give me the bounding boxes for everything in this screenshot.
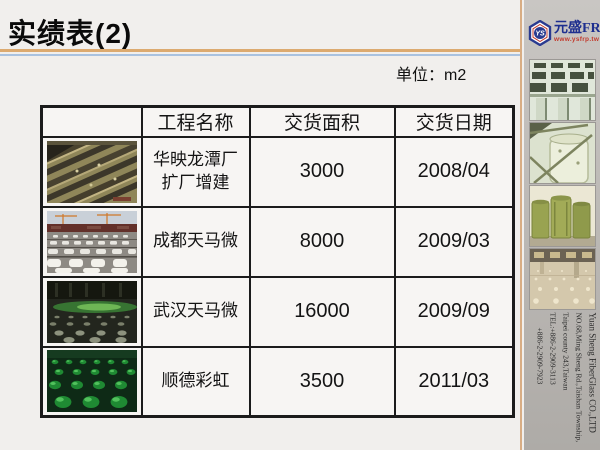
delivery-area: 3000 — [248, 135, 396, 208]
delivery-area: 3500 — [248, 345, 396, 418]
project-photo-cell — [40, 345, 143, 418]
delivery-area: 16000 — [248, 275, 396, 348]
table-header-row: 工程名称 交货面积 交货日期 — [40, 105, 515, 138]
contact-line: +886-2-2909-7923 — [535, 327, 545, 385]
contact-line: TEL:+886-2-2909-3113 — [548, 312, 558, 385]
green-storage-tanks-photo — [530, 186, 595, 246]
header-delivery-date: 交货日期 — [393, 105, 515, 138]
construction-site-white-molds-photo — [46, 210, 137, 273]
dark-interior-dotted-floor-photo — [46, 280, 137, 343]
title-rule-blue — [0, 54, 521, 56]
sidebar-divider-line — [520, 0, 522, 450]
page-title: 实绩表(2) — [8, 18, 133, 49]
dotted-floor-interior-photo — [530, 249, 595, 309]
unit-label: 单位：m2 — [396, 67, 467, 84]
project-photo-cell — [40, 205, 143, 278]
table-row: 华映龙潭厂扩厂增建 3000 2008/04 — [40, 135, 515, 208]
delivery-date: 2011/03 — [393, 345, 515, 418]
formwork-diagonal-beams-photo — [46, 140, 137, 203]
project-name: 武汉天马微 — [140, 275, 251, 348]
logo-website: www.ysfrp.tw — [554, 36, 600, 44]
contact-line: NO.68,Ming Sheng Rd.,Taishan Township, — [574, 312, 584, 443]
waffle-slab-ceiling-photo — [530, 60, 595, 120]
contact-line: Yuan Sheng FiberGlass CO.,LTD — [587, 312, 598, 433]
company-logo: YS 元盛FRP www.ysfrp.tw — [528, 13, 600, 53]
header-delivery-area: 交货面积 — [248, 105, 396, 138]
contact-line: Taipei county 243,Taiwan — [561, 312, 571, 391]
green-domes-rows-photo — [46, 350, 137, 413]
table-row: 武汉天马微 16000 2009/09 — [40, 275, 515, 348]
header-project-name: 工程名称 — [140, 105, 251, 138]
delivery-area: 8000 — [248, 205, 396, 278]
project-name: 成都天马微 — [140, 205, 251, 278]
table-row: 顺德彩虹 3500 2011/03 — [40, 345, 515, 418]
ys-hexagon-logo-icon: YS — [528, 20, 552, 46]
header-photo — [40, 105, 143, 138]
performance-table: 工程名称 交货面积 交货日期 — [40, 105, 515, 418]
delivery-date: 2008/04 — [393, 135, 515, 208]
project-name: 顺德彩虹 — [140, 345, 251, 418]
frp-tank-with-pipes-photo — [530, 123, 595, 183]
logo-badge-text: YS — [535, 31, 545, 38]
company-contact-info: Yuan Sheng FiberGlass CO.,LTD NO.68,Ming… — [528, 313, 600, 448]
project-name: 华映龙潭厂扩厂增建 — [140, 135, 251, 208]
delivery-date: 2009/03 — [393, 205, 515, 278]
logo-company-name: 元盛FRP — [554, 21, 600, 37]
project-photo-cell — [40, 275, 143, 348]
delivery-date: 2009/09 — [393, 275, 515, 348]
title-rule-orange — [0, 49, 521, 52]
project-photo-cell — [40, 135, 143, 208]
table-row: 成都天马微 8000 2009/03 — [40, 205, 515, 278]
